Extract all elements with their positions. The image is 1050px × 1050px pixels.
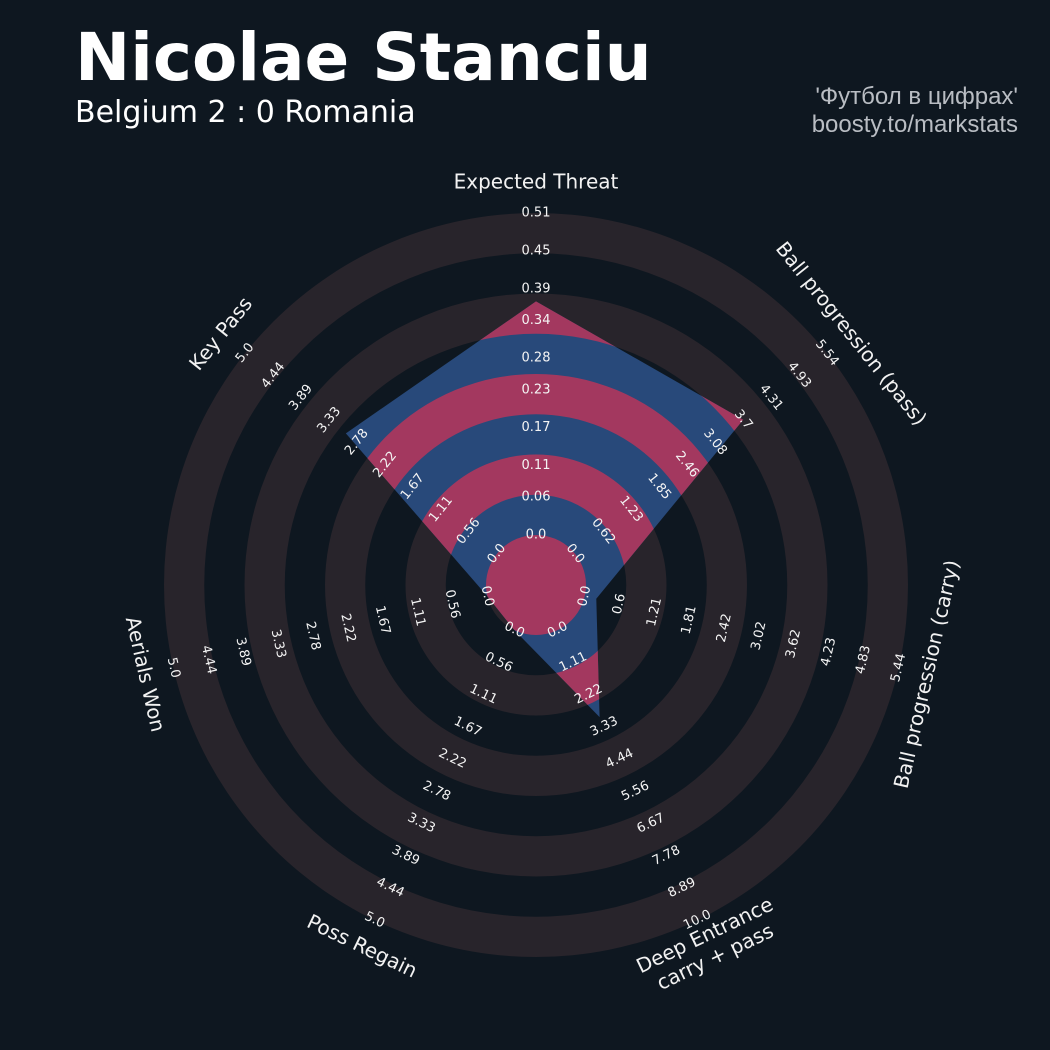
tick-label: 1.11 — [407, 596, 428, 628]
tick-label: 2.78 — [302, 620, 323, 652]
tick-label: 0.34 — [522, 313, 551, 328]
chart-title: Nicolae Stanciu — [75, 19, 652, 96]
tick-label: 0.23 — [522, 382, 551, 397]
credit: boosty.to/markstats — [812, 111, 1018, 138]
tick-label: 3.33 — [268, 628, 289, 660]
tick-label: 0.06 — [522, 490, 551, 505]
tick-label: 0.0 — [478, 584, 497, 608]
tick-label: 0.17 — [522, 420, 551, 435]
tick-label: 0.0 — [526, 528, 547, 543]
tick-label: 0.11 — [522, 458, 551, 473]
tick-label: 0.0 — [575, 584, 594, 608]
tick-label: 4.23 — [818, 636, 839, 668]
chart-subtitle: Belgium 2 : 0 Romania — [75, 95, 416, 130]
param-label: Expected Threat — [454, 170, 619, 194]
tick-label: 2.42 — [714, 612, 735, 644]
tick-label: 3.62 — [783, 628, 804, 660]
tick-label: 0.39 — [522, 281, 551, 296]
credit: 'Футбол в цифрах' — [815, 83, 1018, 110]
tick-label: 3.02 — [748, 620, 769, 652]
tick-label: 2.22 — [337, 612, 358, 644]
tick-label: 3.89 — [232, 636, 253, 668]
tick-label: 0.28 — [522, 351, 551, 366]
tick-label: 0.6 — [610, 592, 629, 616]
tick-label: 0.45 — [522, 243, 551, 258]
tick-label: 5.44 — [888, 652, 909, 684]
tick-label: 4.83 — [853, 644, 874, 676]
tick-label: 0.56 — [442, 588, 463, 620]
tick-label: 4.44 — [198, 644, 219, 676]
tick-label: 1.81 — [679, 604, 700, 636]
tick-label: 5.0 — [164, 656, 183, 680]
tick-label: 0.51 — [522, 206, 551, 221]
tick-label: 1.67 — [372, 604, 393, 636]
tick-label: 1.21 — [644, 596, 665, 628]
